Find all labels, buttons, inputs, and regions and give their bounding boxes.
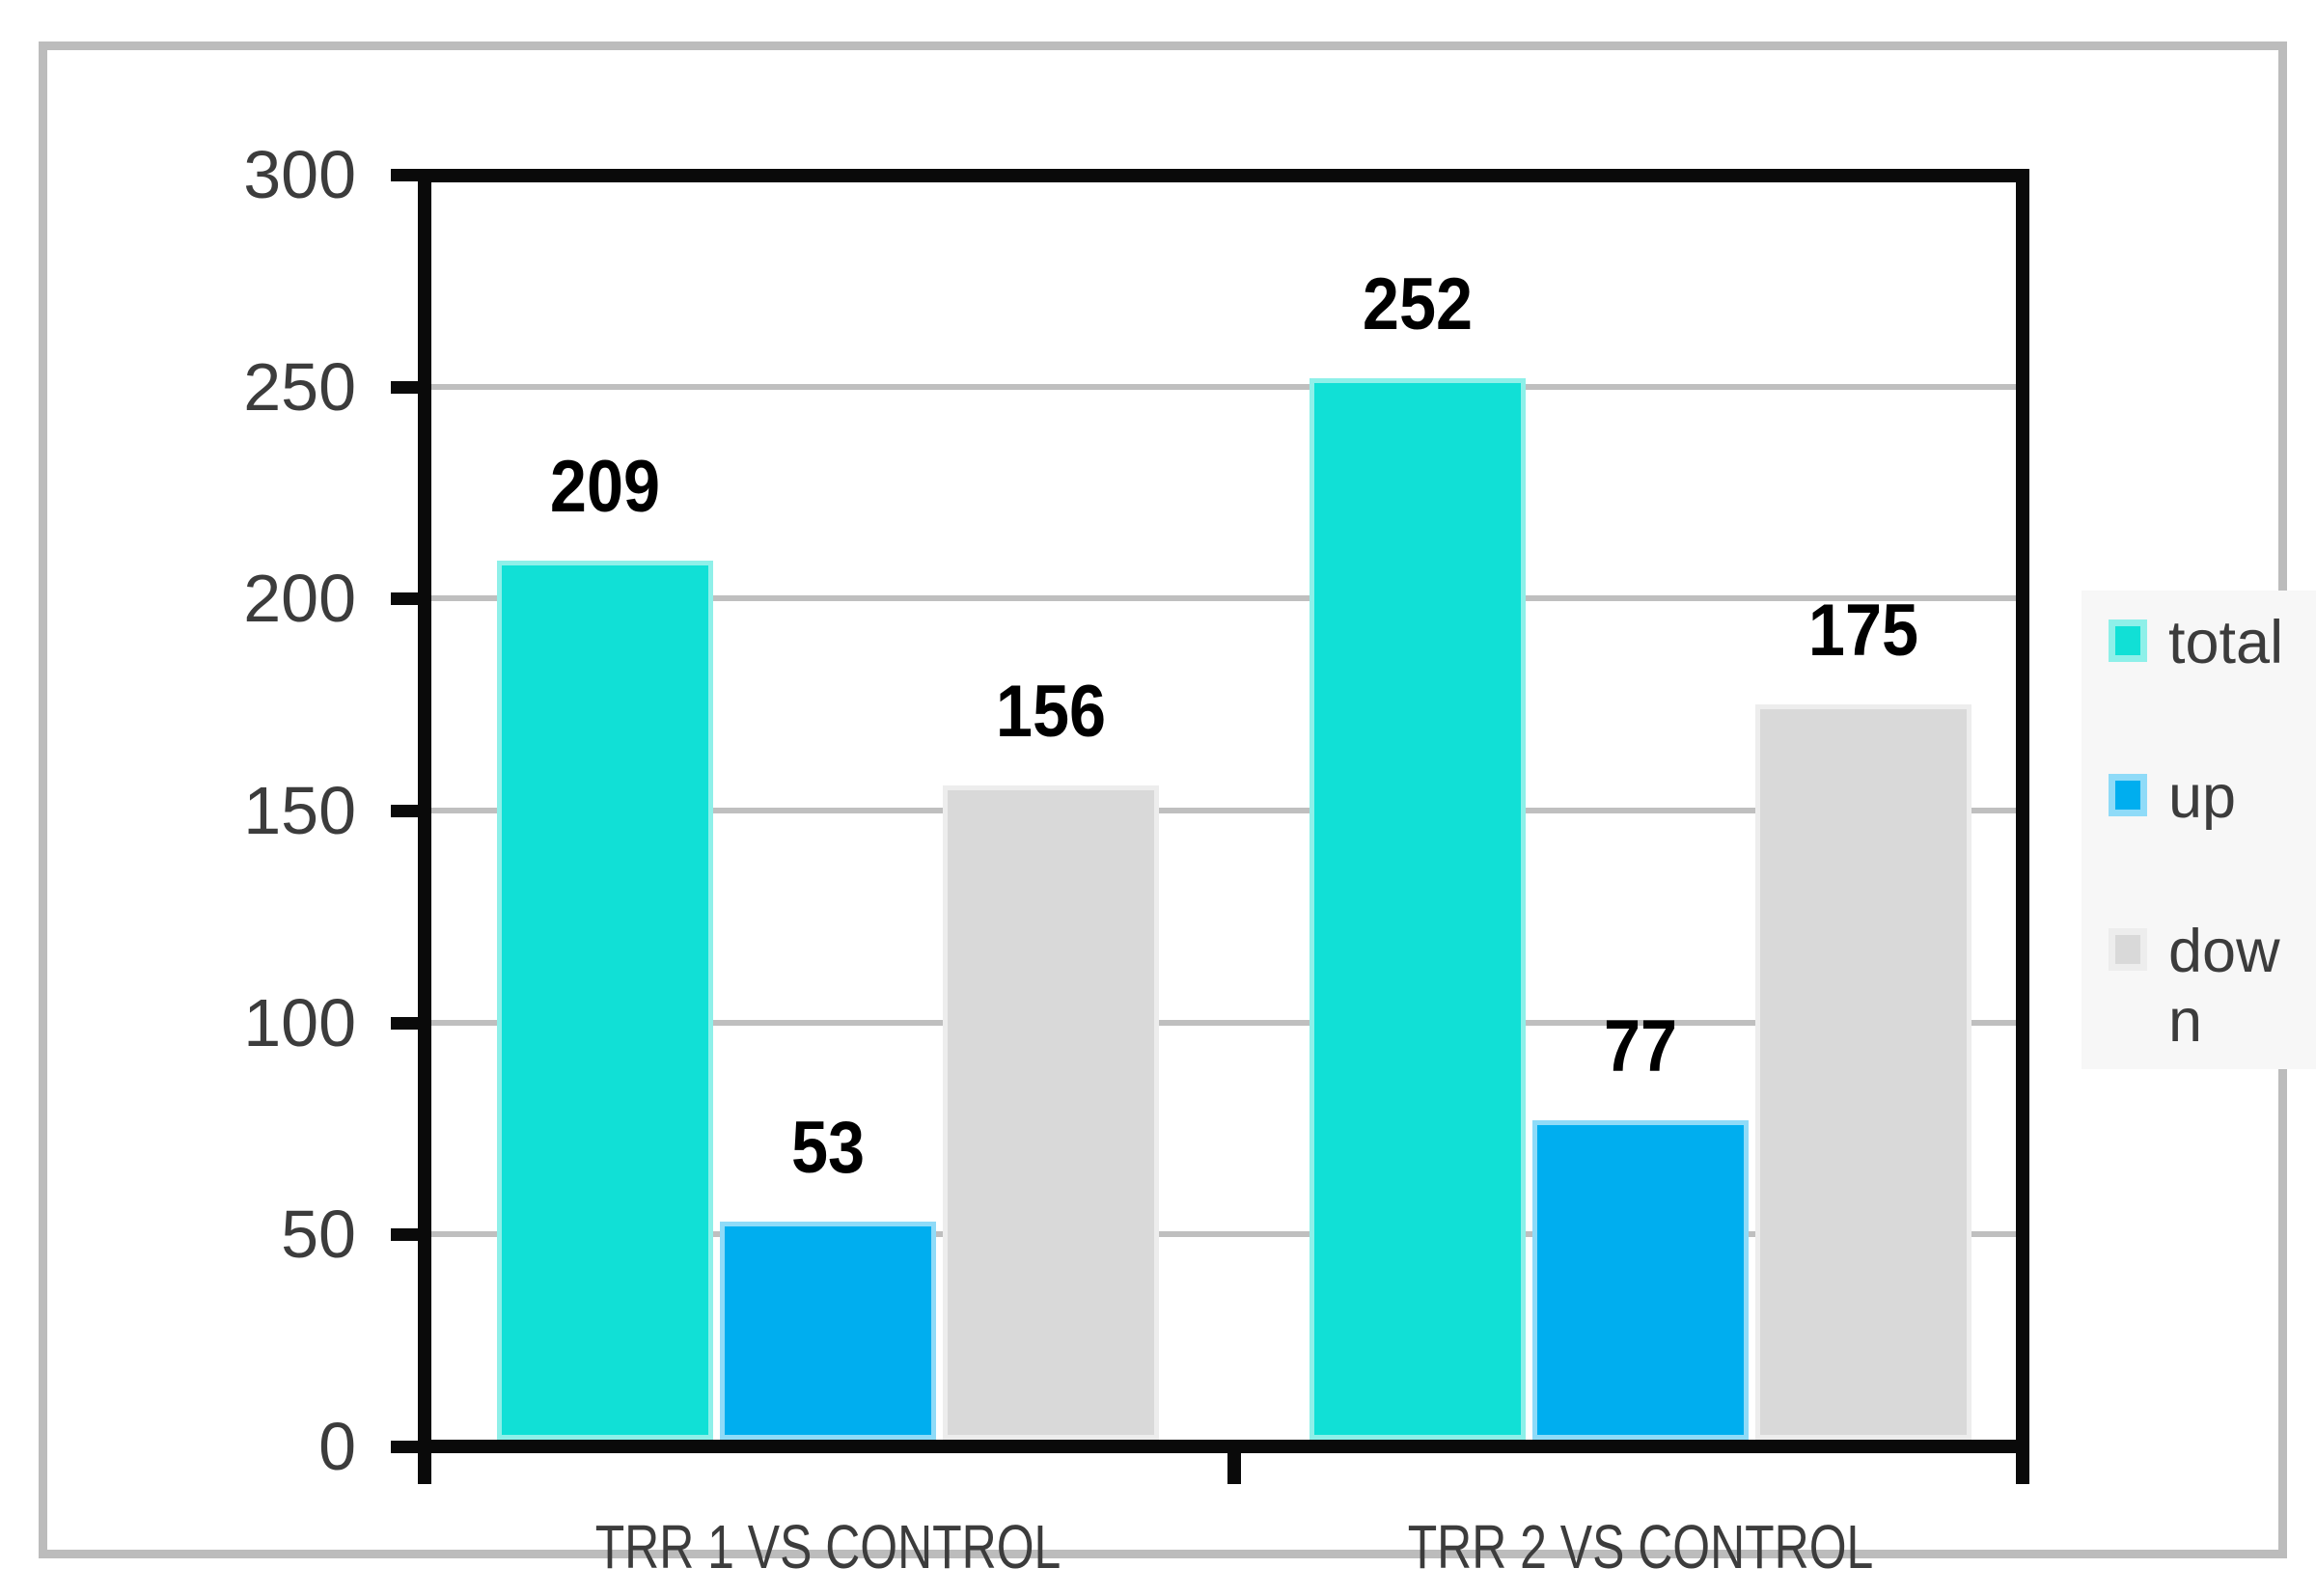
legend-label-total: total <box>2168 609 2284 676</box>
gridline-50 <box>431 1231 2016 1237</box>
legend-swatch-total <box>2109 619 2147 662</box>
x-axis-tick-0 <box>418 1453 431 1484</box>
bar-value-label-total-group2: 252 <box>1362 263 1474 345</box>
y-axis-tick-0 <box>391 1441 418 1453</box>
bar-total-group2 <box>1310 378 1526 1440</box>
y-axis-label-0: 0 <box>318 1409 356 1484</box>
y-axis-label-200: 200 <box>243 561 356 636</box>
y-axis-label-250: 250 <box>243 349 356 425</box>
bar-value-label-up-group1: 53 <box>790 1107 866 1189</box>
y-axis-label-100: 100 <box>243 985 356 1060</box>
gridline-150 <box>431 808 2016 813</box>
y-axis-tick-300 <box>391 169 418 181</box>
y-axis-label-50: 50 <box>281 1197 356 1272</box>
legend: total up down <box>2082 591 2316 1069</box>
legend-item-down: down <box>2109 917 2296 1056</box>
legend-label-up: up <box>2168 763 2237 831</box>
y-axis-label-300: 300 <box>243 137 356 212</box>
category-label-2: TRR 2 VS CONTROL <box>1407 1512 1874 1582</box>
y-axis-tick-50 <box>391 1228 418 1241</box>
bar-total-group1 <box>497 561 713 1440</box>
x-axis-tick-2 <box>2016 1453 2029 1484</box>
chart-frame: 0 50 100 150 200 250 300 209 252 53 77 156 175 TRR 1 … <box>39 41 2316 1582</box>
y-axis-tick-150 <box>391 805 418 817</box>
y-axis-tick-200 <box>391 592 418 605</box>
gridline-100 <box>431 1020 2016 1026</box>
gridline-200 <box>431 595 2016 601</box>
legend-swatch-down <box>2109 928 2147 971</box>
category-label-1: TRR 1 VS CONTROL <box>594 1512 1062 1582</box>
bar-up-group2 <box>1532 1120 1749 1440</box>
y-axis-tick-250 <box>391 381 418 394</box>
bar-down-group1 <box>943 785 1159 1440</box>
legend-item-total: total <box>2109 608 2283 677</box>
gridline-250 <box>431 384 2016 390</box>
x-axis-tick-1 <box>1227 1453 1241 1484</box>
bar-down-group2 <box>1755 704 1971 1440</box>
bar-value-label-total-group1: 209 <box>549 446 661 528</box>
legend-label-down: down <box>2168 918 2280 1055</box>
plot-border <box>418 169 2029 1453</box>
bar-value-label-down-group2: 175 <box>1807 590 1919 672</box>
legend-item-up: up <box>2109 762 2236 832</box>
y-axis-tick-100 <box>391 1017 418 1030</box>
bar-value-label-up-group2: 77 <box>1603 1005 1678 1087</box>
y-axis-label-150: 150 <box>243 773 356 848</box>
bar-value-label-down-group1: 156 <box>995 671 1107 753</box>
bar-up-group1 <box>720 1222 936 1440</box>
legend-swatch-up <box>2109 774 2147 816</box>
